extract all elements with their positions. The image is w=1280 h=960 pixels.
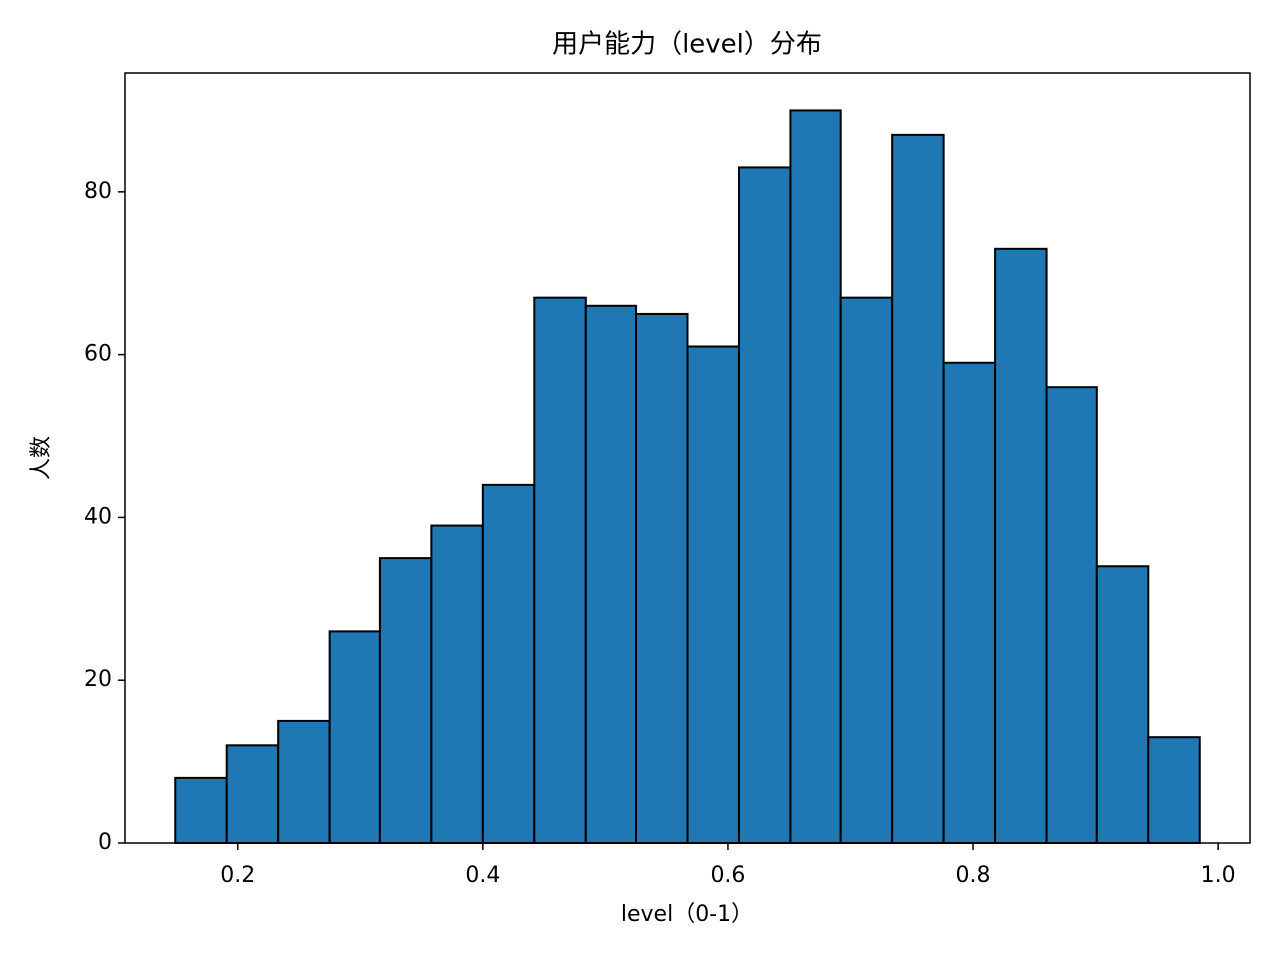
bar — [1045, 386, 1098, 844]
bar — [635, 312, 689, 844]
x-tick-label: 0.8 — [956, 863, 991, 888]
bar — [891, 133, 945, 844]
x-tick-label: 0.6 — [710, 863, 745, 888]
bar — [328, 630, 381, 844]
bar — [942, 361, 997, 844]
bar — [174, 776, 228, 845]
bar — [1095, 565, 1150, 844]
x-axis-label: level（0-1） — [621, 902, 753, 927]
y-tick-label: 60 — [84, 342, 112, 367]
chart-title: 用户能力（level）分布 — [552, 30, 822, 60]
y-axis-label: 人数 — [29, 436, 54, 480]
bar — [789, 109, 842, 845]
y-tick-label: 40 — [84, 504, 112, 529]
bar — [686, 345, 740, 844]
bar — [378, 557, 433, 844]
x-tick-label: 0.4 — [465, 863, 500, 888]
bar — [481, 483, 536, 844]
bar — [277, 719, 331, 845]
y-tick-label: 20 — [84, 667, 112, 692]
bar — [737, 166, 792, 845]
bar — [839, 296, 894, 844]
bar — [533, 296, 587, 844]
y-tick-label: 0 — [98, 830, 112, 855]
bar — [430, 524, 484, 845]
bar — [225, 744, 280, 844]
y-tick-label: 80 — [84, 179, 112, 204]
x-tick-label: 1.0 — [1201, 863, 1236, 888]
bar — [584, 304, 638, 844]
bar — [1147, 736, 1201, 844]
plot-frame — [124, 72, 1251, 844]
bar — [994, 247, 1048, 844]
x-tick-label: 0.2 — [220, 863, 255, 888]
